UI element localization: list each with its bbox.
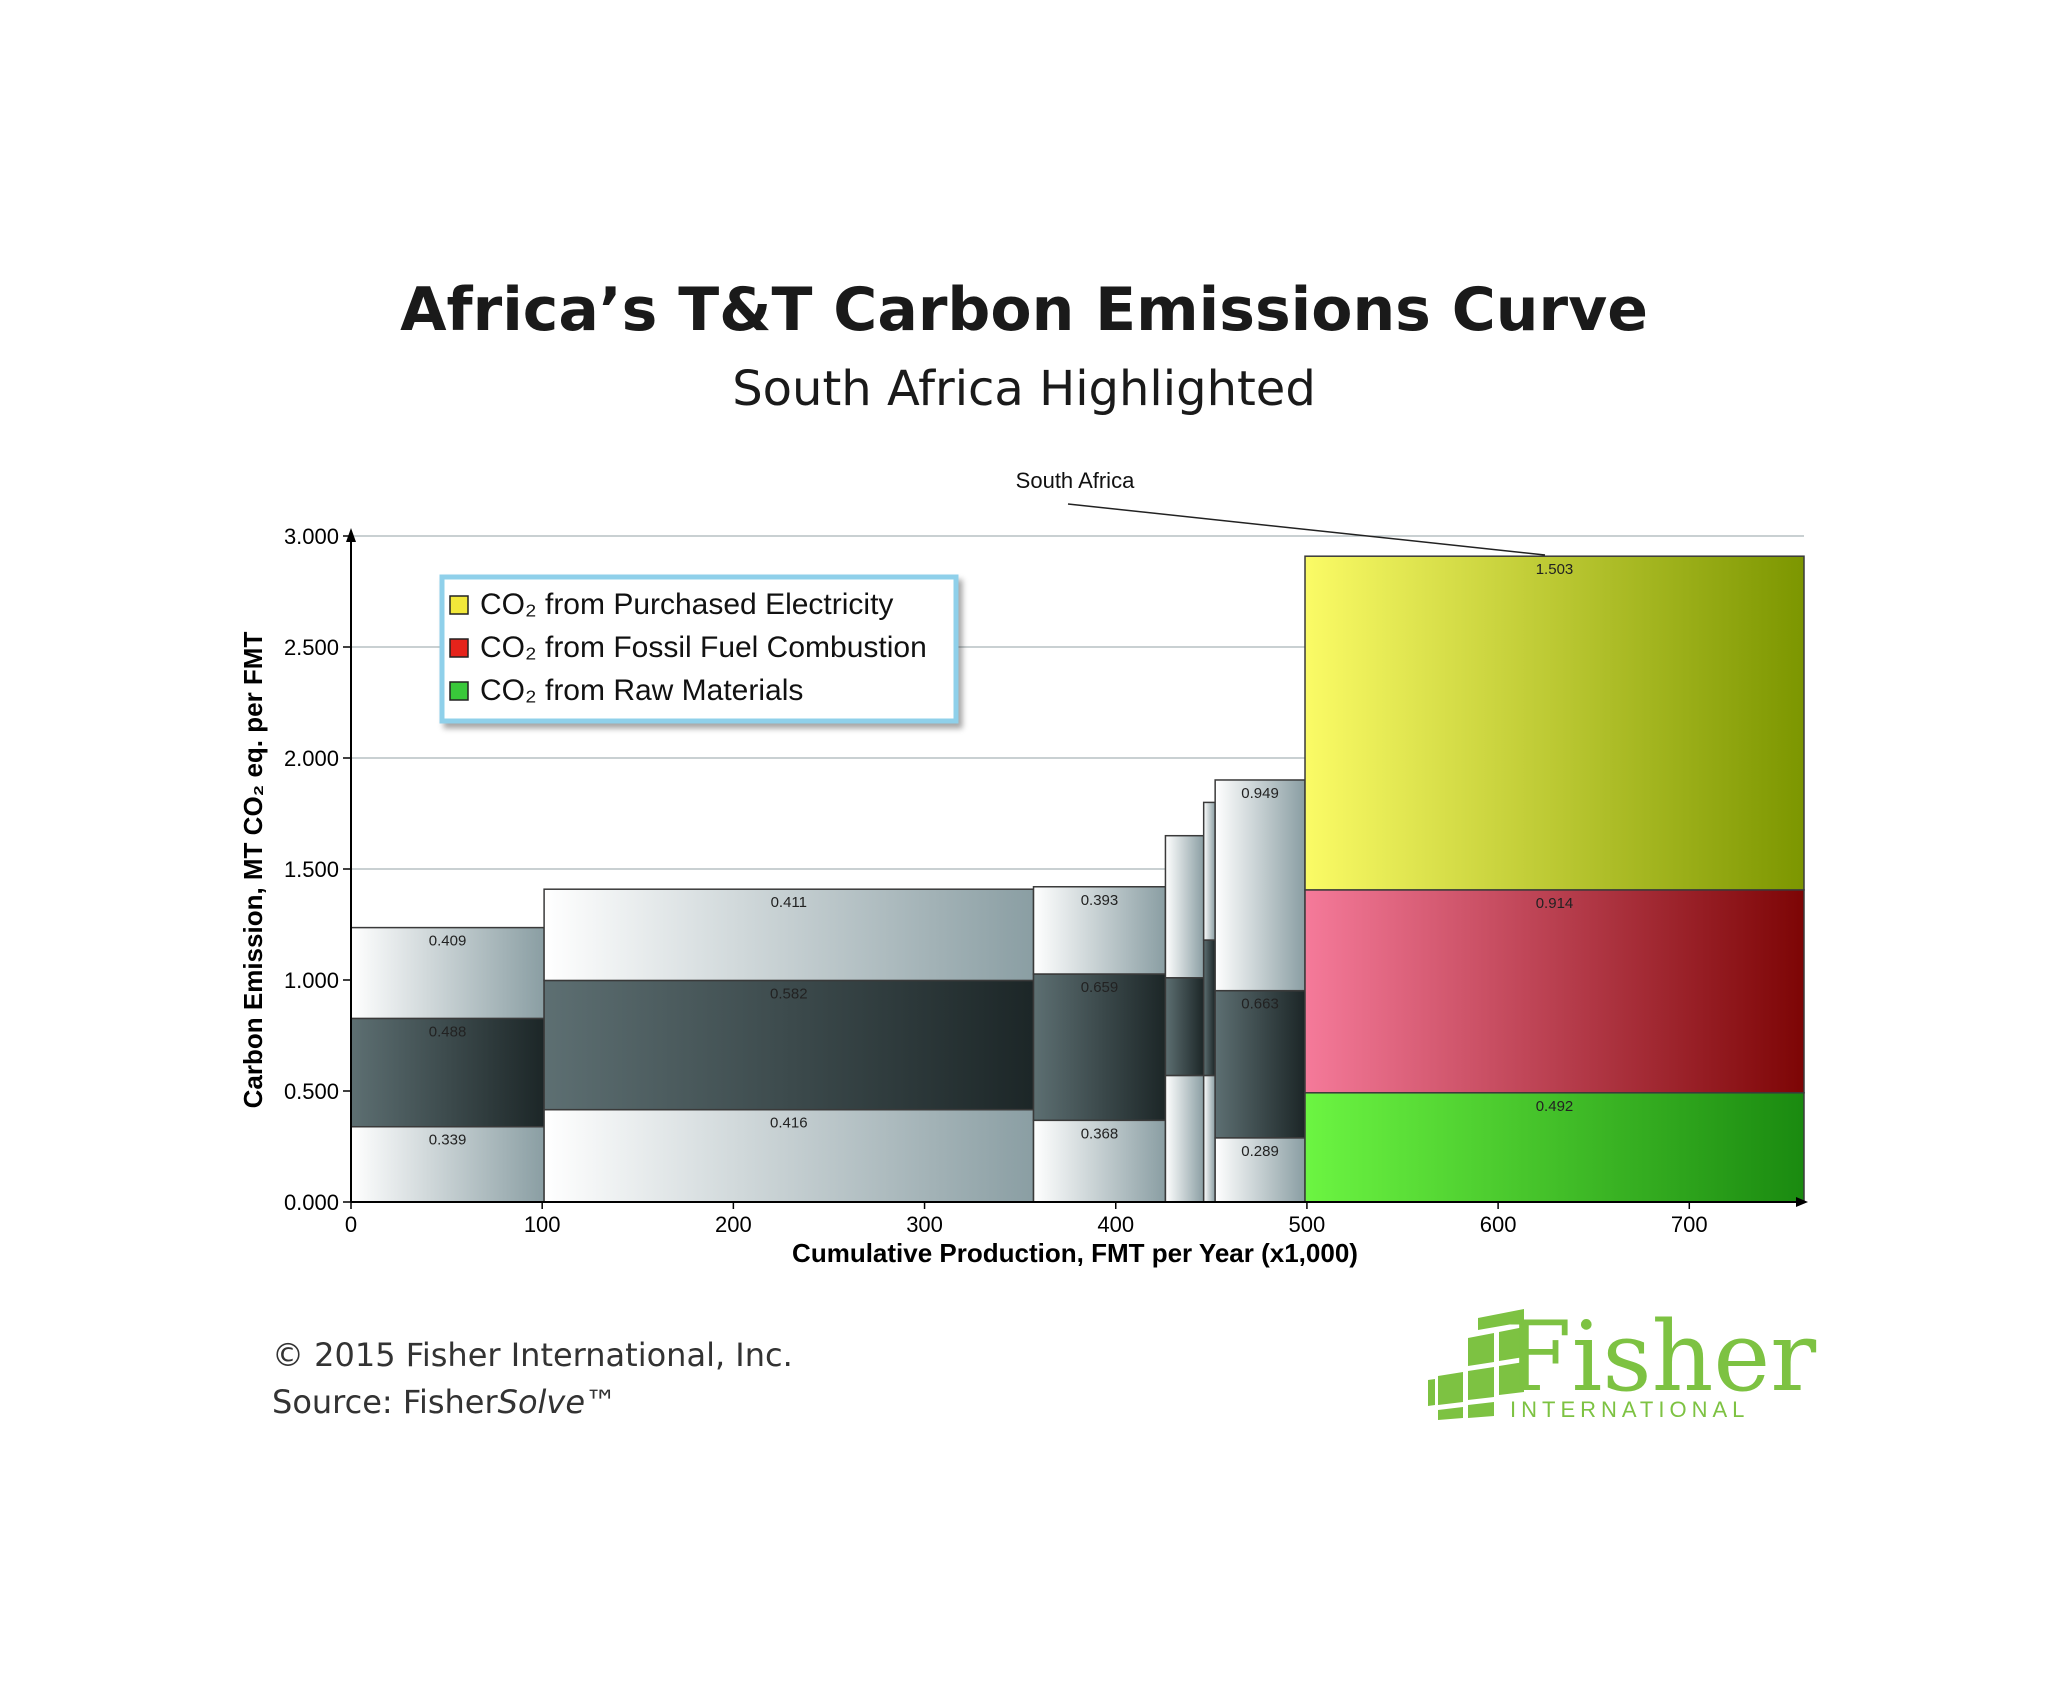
fisher-logo-subtitle: INTERNATIONAL	[1510, 1397, 1749, 1422]
y-tick-label: 1.500	[284, 857, 339, 882]
south-africa-elec-segment	[1304, 555, 1805, 891]
chart-subtitle: South Africa Highlighted	[732, 361, 1316, 417]
legend-swatch-raw	[449, 681, 469, 701]
bar-fossil-segment	[1164, 977, 1205, 1077]
data-label: 0.914	[1536, 895, 1574, 912]
bar-fossil-segment	[350, 1017, 545, 1128]
y-axis-arrow	[346, 528, 356, 542]
data-label: 0.289	[1241, 1143, 1279, 1160]
south-africa-callout: South Africa	[1016, 468, 1546, 556]
axes	[343, 528, 1808, 1209]
copyright-text: © 2015 Fisher International, Inc.	[272, 1336, 793, 1374]
south-africa-raw-segment	[1304, 1092, 1805, 1203]
fisher-logo: Fisher INTERNATIONAL	[1428, 1301, 1816, 1422]
bar-fossil-segment	[1214, 989, 1306, 1139]
bar-raw-segment	[1214, 1137, 1306, 1203]
bar-fossil-segment	[543, 979, 1035, 1111]
bar-fossil-segment	[1032, 973, 1167, 1122]
bars: 0.339 0.488 0.409 0.416 0.582 0.411 0.368 0.659…	[350, 555, 1805, 1203]
bar-raw-segment	[543, 1108, 1035, 1203]
bar-elec-segment	[1202, 801, 1216, 941]
y-tick-label: 0.000	[284, 1190, 339, 1215]
legend-label-raw: CO₂ from Raw Materials	[480, 674, 803, 707]
bar-raw-segment	[1202, 1074, 1216, 1203]
data-label: 0.949	[1241, 785, 1279, 802]
bar-fossil-segment	[1202, 939, 1216, 1077]
bar-elec-segment	[1214, 779, 1306, 992]
legend-box	[439, 574, 959, 724]
data-label: 0.416	[770, 1115, 808, 1132]
data-label: 0.582	[770, 985, 808, 1002]
legend-label-fossil: CO₂ from Fossil Fuel Combustion	[480, 631, 927, 664]
data-label: 0.393	[1081, 892, 1119, 909]
x-axis-title: Cumulative Production, FMT per Year (x1,…	[792, 1238, 1358, 1268]
data-label: 0.368	[1081, 1125, 1119, 1142]
data-label: 0.663	[1241, 996, 1279, 1013]
source-prefix: Source: Fisher	[272, 1383, 498, 1421]
bar-elec-segment	[543, 888, 1035, 982]
legend-swatch-fossil	[449, 638, 469, 658]
x-tick-label: 200	[715, 1212, 752, 1237]
legend-item-raw: CO₂ from Raw Materials	[449, 674, 803, 707]
callout-label: South Africa	[1016, 468, 1135, 493]
x-tick-label: 500	[1289, 1212, 1326, 1237]
legend	[439, 574, 959, 724]
source-suffix: ™	[585, 1383, 617, 1421]
legend-label-electricity: CO₂ from Purchased Electricity	[480, 588, 893, 621]
data-label: 0.492	[1536, 1098, 1574, 1115]
source-text: Source: FisherSolve™	[272, 1383, 617, 1421]
chart-title: Africa’s T&T Carbon Emissions Curve	[400, 275, 1648, 345]
bar-raw-segment	[1164, 1074, 1205, 1203]
source-italic: Solve	[498, 1383, 585, 1421]
bar-elec-segment	[1032, 886, 1167, 975]
y-tick-label: 0.500	[284, 1079, 339, 1104]
x-tick-label: 700	[1671, 1212, 1708, 1237]
data-label: 0.659	[1081, 979, 1119, 996]
x-tick-label: 300	[906, 1212, 943, 1237]
y-tick-label: 2.500	[284, 635, 339, 660]
footer: © 2015 Fisher International, Inc. Source…	[272, 1336, 793, 1421]
tick-labels: 0.000 0.500 1.000 1.500 2.000 2.500 3.000 0 100 2…	[284, 524, 1708, 1237]
south-africa-fossil-segment	[1304, 889, 1805, 1094]
bar-elec-segment	[1164, 834, 1205, 979]
legend-item-fossil: CO₂ from Fossil Fuel Combustion	[449, 631, 927, 664]
fisher-logo-mark	[1428, 1309, 1524, 1420]
y-tick-label: 2.000	[284, 746, 339, 771]
legend-swatch-electricity	[449, 595, 469, 615]
data-label: 1.503	[1536, 561, 1574, 578]
data-label: 0.488	[429, 1023, 467, 1040]
y-tick-label: 3.000	[284, 524, 339, 549]
fisher-logo-word: Fisher	[1505, 1301, 1816, 1413]
data-label: 0.339	[429, 1132, 467, 1149]
x-tick-label: 400	[1097, 1212, 1134, 1237]
x-tick-label: 600	[1480, 1212, 1517, 1237]
data-label: 0.409	[429, 933, 467, 950]
legend-item-electricity: CO₂ from Purchased Electricity	[449, 588, 893, 621]
legend-items: CO₂ from Purchased Electricity CO₂ from …	[449, 588, 927, 707]
x-tick-label: 100	[524, 1212, 561, 1237]
bar-elec-segment	[350, 926, 545, 1020]
callout-line	[1067, 503, 1546, 556]
y-axis-title: Carbon Emission, MT CO₂ eq. per FMT	[238, 632, 268, 1109]
data-label: 0.411	[771, 894, 807, 911]
x-axis-arrow	[1796, 1197, 1808, 1207]
y-tick-label: 1.000	[284, 968, 339, 993]
x-tick-label: 0	[345, 1212, 357, 1237]
